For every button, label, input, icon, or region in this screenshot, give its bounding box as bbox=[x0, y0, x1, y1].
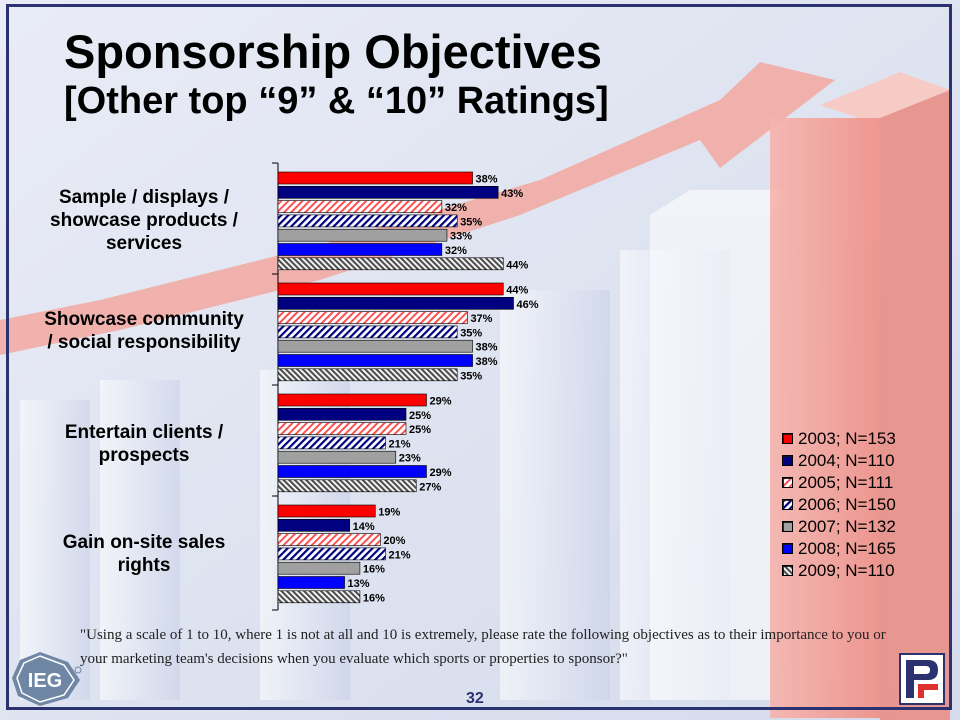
bar bbox=[277, 200, 443, 213]
bar bbox=[277, 590, 361, 604]
bar-value-label: 37% bbox=[470, 313, 492, 325]
bar bbox=[277, 354, 473, 367]
bar-value-label: 16% bbox=[363, 592, 385, 604]
bar bbox=[277, 407, 407, 421]
category-label-line: Gain on-site sales bbox=[62, 532, 226, 553]
bar bbox=[277, 325, 458, 339]
bar bbox=[277, 228, 448, 242]
bar-value-label: 44% bbox=[506, 285, 528, 297]
bar bbox=[277, 257, 504, 271]
bar-value-label: 35% bbox=[460, 216, 482, 228]
bar-value-label: 35% bbox=[460, 327, 482, 339]
bar bbox=[277, 339, 473, 353]
bar-value-label: 38% bbox=[476, 356, 498, 368]
legend-label: 2007; N=132 bbox=[798, 517, 896, 536]
svg-text:IEG: IEG bbox=[28, 670, 62, 692]
legend-swatch bbox=[782, 565, 793, 576]
background-arrow bbox=[0, 62, 835, 355]
legend-swatch bbox=[782, 433, 793, 444]
legend-swatch bbox=[782, 543, 793, 554]
legend-label: 2008; N=165 bbox=[798, 539, 896, 558]
bar bbox=[277, 561, 361, 575]
category-label-line: Entertain clients / bbox=[64, 422, 224, 443]
bar bbox=[277, 243, 443, 256]
legend-swatch bbox=[782, 455, 793, 466]
bar-value-label: 21% bbox=[389, 549, 411, 561]
category-label-line: Showcase community bbox=[44, 309, 244, 330]
bar-value-label: 20% bbox=[383, 535, 405, 547]
legend-swatch bbox=[782, 499, 793, 510]
bar-value-label: 19% bbox=[378, 507, 400, 519]
bar-value-label: 32% bbox=[445, 245, 467, 257]
ieg-logo: IEG bbox=[12, 652, 82, 706]
background-red-column bbox=[770, 72, 950, 720]
legend-label: 2006; N=150 bbox=[798, 495, 896, 514]
bar-value-label: 29% bbox=[429, 467, 451, 479]
slide-subtitle: [Other top “9” & “10” Ratings] bbox=[64, 80, 609, 122]
bar bbox=[277, 518, 350, 532]
bar bbox=[277, 422, 407, 435]
bar-value-label: 38% bbox=[476, 342, 498, 354]
bar bbox=[277, 465, 427, 478]
bar bbox=[277, 296, 514, 310]
category-label-line: Sample / displays / bbox=[58, 186, 230, 208]
bar-value-label: 14% bbox=[353, 521, 375, 533]
bar-value-label: 23% bbox=[399, 453, 421, 465]
bar-value-label: 46% bbox=[517, 299, 539, 311]
bar-value-label: 32% bbox=[445, 202, 467, 214]
category-label-line: services bbox=[105, 232, 183, 254]
survey-question-footnote: "Using a scale of 1 to 10, where 1 is no… bbox=[80, 627, 886, 667]
bar bbox=[277, 533, 381, 546]
bar bbox=[277, 282, 504, 296]
category-label: Gain on-site sales rights bbox=[20, 531, 268, 577]
bar bbox=[277, 311, 468, 324]
bar-value-label: 43% bbox=[501, 188, 523, 200]
category-label: Sample / displays / showcase products / se… bbox=[20, 186, 268, 255]
legend-swatch bbox=[782, 521, 793, 532]
bar bbox=[277, 214, 458, 228]
bar-value-label: 16% bbox=[363, 564, 385, 576]
bar-value-label: 38% bbox=[476, 174, 498, 186]
bar bbox=[277, 368, 458, 382]
bar bbox=[277, 547, 386, 561]
bar-value-label: 21% bbox=[389, 438, 411, 450]
category-label-line: prospects bbox=[98, 445, 190, 466]
bar-value-label: 29% bbox=[429, 396, 451, 408]
chart-bars bbox=[277, 171, 514, 604]
bar bbox=[277, 450, 397, 464]
bar bbox=[277, 504, 376, 518]
category-label: Showcase community / social responsibilit… bbox=[20, 308, 268, 354]
bar-value-label: 35% bbox=[460, 370, 482, 382]
bar-value-label: 44% bbox=[506, 259, 528, 271]
category-label: Entertain clients / prospects bbox=[20, 421, 268, 467]
category-label-line: showcase products / bbox=[50, 209, 238, 231]
pf-logo bbox=[899, 653, 945, 705]
legend-label: 2005; N=111 bbox=[798, 473, 894, 492]
legend-label: 2003; N=153 bbox=[798, 429, 896, 448]
bar-value-label: 27% bbox=[419, 481, 441, 493]
slide-title: Sponsorship Objectives bbox=[64, 25, 603, 78]
category-label-line: rights bbox=[117, 555, 171, 576]
bar-value-label: 25% bbox=[409, 424, 431, 436]
bar bbox=[277, 186, 499, 199]
bar bbox=[277, 171, 473, 185]
chart-value-labels: 38%43%32%35%33%32%44%44%46%37%35%38%38%3… bbox=[348, 174, 539, 605]
bar bbox=[277, 479, 417, 493]
bar-value-label: 33% bbox=[450, 231, 472, 243]
category-label-line: / social responsibility bbox=[47, 332, 241, 353]
bar bbox=[277, 576, 345, 589]
page-number: 32 bbox=[466, 690, 484, 707]
legend-label: 2004; N=110 bbox=[798, 451, 895, 470]
bar bbox=[277, 436, 386, 450]
bar-value-label: 25% bbox=[409, 410, 431, 422]
legend-label: 2009; N=110 bbox=[798, 561, 895, 580]
bar bbox=[277, 393, 427, 407]
bar-value-label: 13% bbox=[348, 578, 370, 590]
legend-swatch bbox=[782, 477, 793, 488]
